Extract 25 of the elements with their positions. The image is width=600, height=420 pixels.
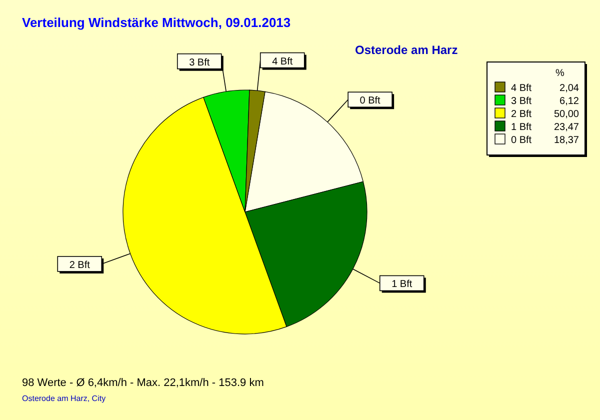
- chart-subtitle: Osterode am Harz: [355, 43, 458, 57]
- data-label: 6,12: [560, 96, 580, 107]
- text: Osterode am Harz, City: [22, 394, 106, 403]
- data-label: 50,00: [554, 109, 580, 120]
- legend-label: 1 Bft: [511, 122, 532, 133]
- legend-title: %: [556, 68, 565, 79]
- slice-label: 0 Bft: [360, 96, 381, 107]
- legend-label: 0 Bft: [511, 135, 532, 146]
- callout-label: 0 Bft: [327, 92, 394, 122]
- callout-label: 3 Bft: [176, 53, 227, 92]
- data-label: 18,37: [554, 135, 580, 146]
- callout-label: 1 Bft: [352, 268, 426, 293]
- data-label: 23,47: [554, 122, 580, 133]
- legend-label: 3 Bft: [511, 96, 532, 107]
- chart-title: Verteilung Windstärke Mittwoch, 09.01.2013: [22, 15, 291, 30]
- data-label: 2,04: [560, 83, 580, 94]
- slice-label: 3 Bft: [189, 57, 210, 68]
- callout-label: 2 Bft: [57, 253, 131, 274]
- callout-label: 4 Bft: [256, 52, 306, 92]
- legend-label: 2 Bft: [511, 109, 532, 120]
- legend-label: 4 Bft: [511, 83, 532, 94]
- slice-label: 1 Bft: [392, 279, 412, 290]
- text: 98 Werte - Ø 6,4km/h - Max. 22,1km/h - 153.9 km: [22, 377, 264, 389]
- slice-label: 2 Bft: [69, 260, 90, 271]
- slice-label: 4 Bft: [272, 56, 293, 68]
